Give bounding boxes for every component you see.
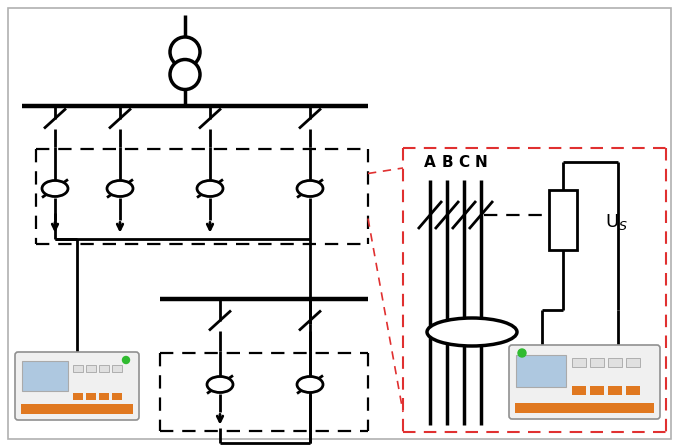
Ellipse shape	[197, 181, 223, 197]
Bar	[590, 386, 604, 395]
Ellipse shape	[297, 376, 323, 392]
Text: C: C	[458, 155, 470, 170]
Bar	[86, 393, 96, 400]
Bar	[516, 355, 566, 387]
Bar	[590, 358, 604, 367]
Bar	[21, 404, 133, 414]
Bar	[73, 365, 83, 372]
Bar	[572, 358, 586, 367]
Bar	[99, 393, 109, 400]
Bar	[86, 365, 96, 372]
Text: A: A	[424, 155, 436, 170]
Bar	[608, 358, 622, 367]
Bar	[626, 386, 640, 395]
Ellipse shape	[207, 376, 233, 392]
Circle shape	[170, 59, 200, 89]
Bar	[515, 403, 654, 413]
Bar	[549, 190, 577, 250]
Bar	[608, 386, 622, 395]
Text: B: B	[441, 155, 453, 170]
Circle shape	[170, 37, 200, 67]
Circle shape	[518, 349, 526, 357]
Circle shape	[122, 357, 130, 363]
FancyBboxPatch shape	[15, 352, 139, 420]
Text: N: N	[475, 155, 488, 170]
Bar	[99, 365, 109, 372]
Bar	[626, 358, 640, 367]
Ellipse shape	[42, 181, 68, 197]
Ellipse shape	[427, 318, 517, 346]
Text: U$_S$: U$_S$	[605, 212, 628, 232]
Bar	[112, 365, 122, 372]
Bar	[112, 393, 122, 400]
Ellipse shape	[297, 181, 323, 197]
FancyBboxPatch shape	[509, 345, 660, 419]
Bar	[73, 393, 83, 400]
Bar	[572, 386, 586, 395]
Bar	[22, 361, 68, 391]
Ellipse shape	[107, 181, 133, 197]
